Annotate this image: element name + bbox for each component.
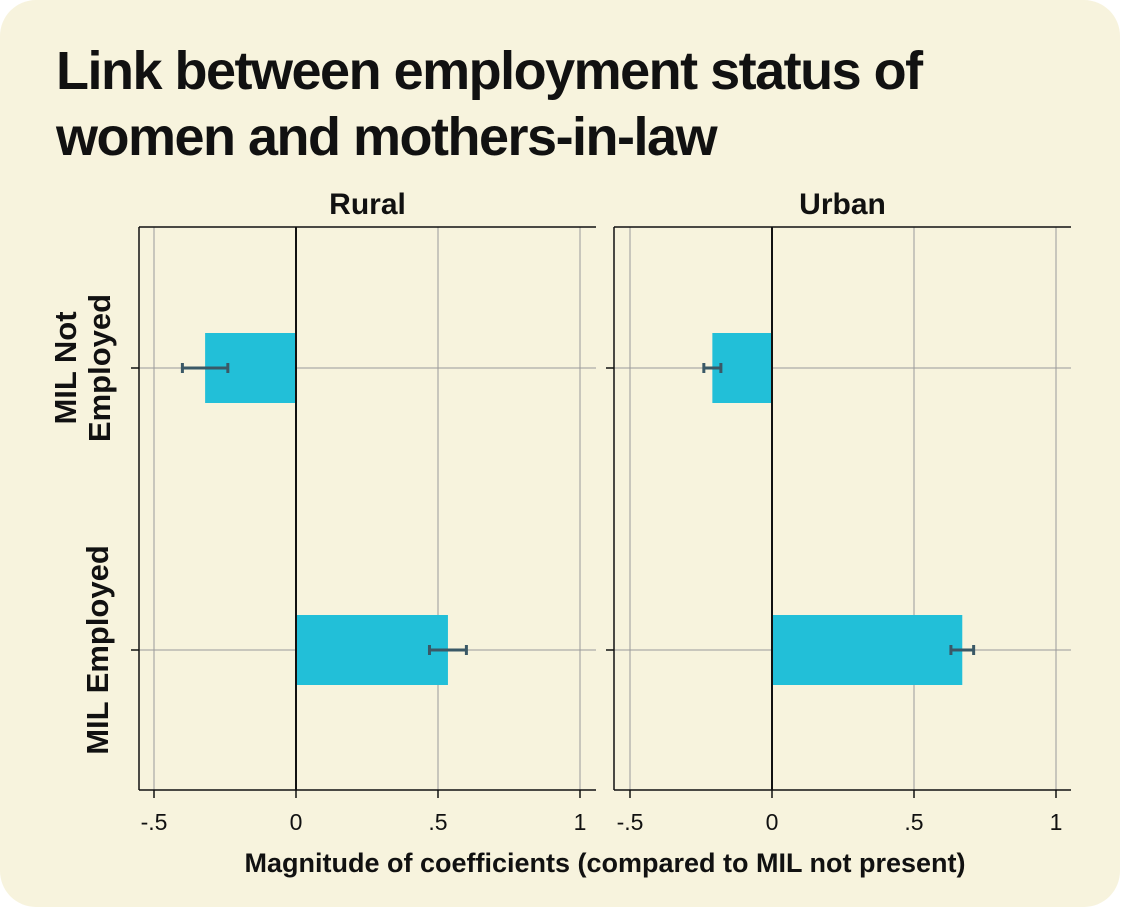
x-tick-label: 0	[290, 809, 303, 835]
x-tick-label: -.5	[617, 809, 644, 835]
panel-title-urban: Urban	[799, 188, 886, 221]
bar-urban-1	[772, 615, 963, 685]
category-label: MIL Employed	[80, 545, 115, 755]
x-tick-label: .5	[428, 809, 447, 835]
bar-rural-1	[296, 615, 448, 685]
category-label: MIL Not	[48, 311, 83, 424]
x-tick-label: 1	[1050, 809, 1063, 835]
category-label: Employed	[82, 294, 117, 442]
x-tick-label: 1	[574, 809, 587, 835]
x-axis-title: Magnitude of coefficients (compared to M…	[244, 848, 965, 878]
chart-title: Link between employment status of women …	[56, 41, 923, 167]
panel-title-rural: Rural	[329, 188, 406, 221]
x-tick-label: 0	[766, 809, 779, 835]
x-tick-label: -.5	[141, 809, 168, 835]
x-tick-label: .5	[904, 809, 923, 835]
